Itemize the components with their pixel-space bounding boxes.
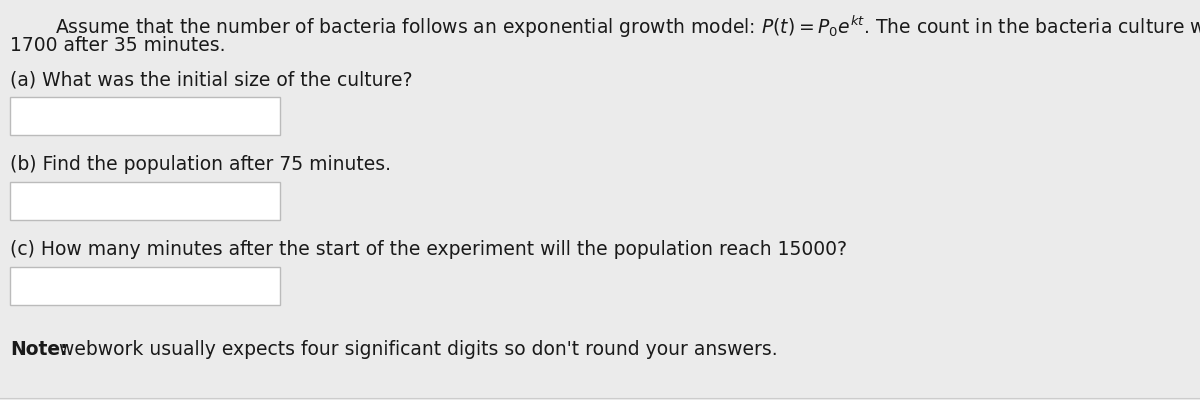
Text: (a) What was the initial size of the culture?: (a) What was the initial size of the cul… (10, 70, 413, 89)
Text: Assume that the number of bacteria follows an exponential growth model: $P(t) = : Assume that the number of bacteria follo… (55, 14, 1200, 40)
Bar (10, 267, 280, 305)
Bar (10, 182, 280, 220)
Text: 1700 after 35 minutes.: 1700 after 35 minutes. (10, 36, 226, 55)
Bar (10, 97, 280, 135)
Text: (c) How many minutes after the start of the experiment will the population reach: (c) How many minutes after the start of … (10, 240, 847, 259)
Text: webwork usually expects four significant digits so don't round your answers.: webwork usually expects four significant… (53, 340, 778, 359)
Text: Note:: Note: (10, 340, 67, 359)
Text: (b) Find the population after 75 minutes.: (b) Find the population after 75 minutes… (10, 155, 391, 174)
